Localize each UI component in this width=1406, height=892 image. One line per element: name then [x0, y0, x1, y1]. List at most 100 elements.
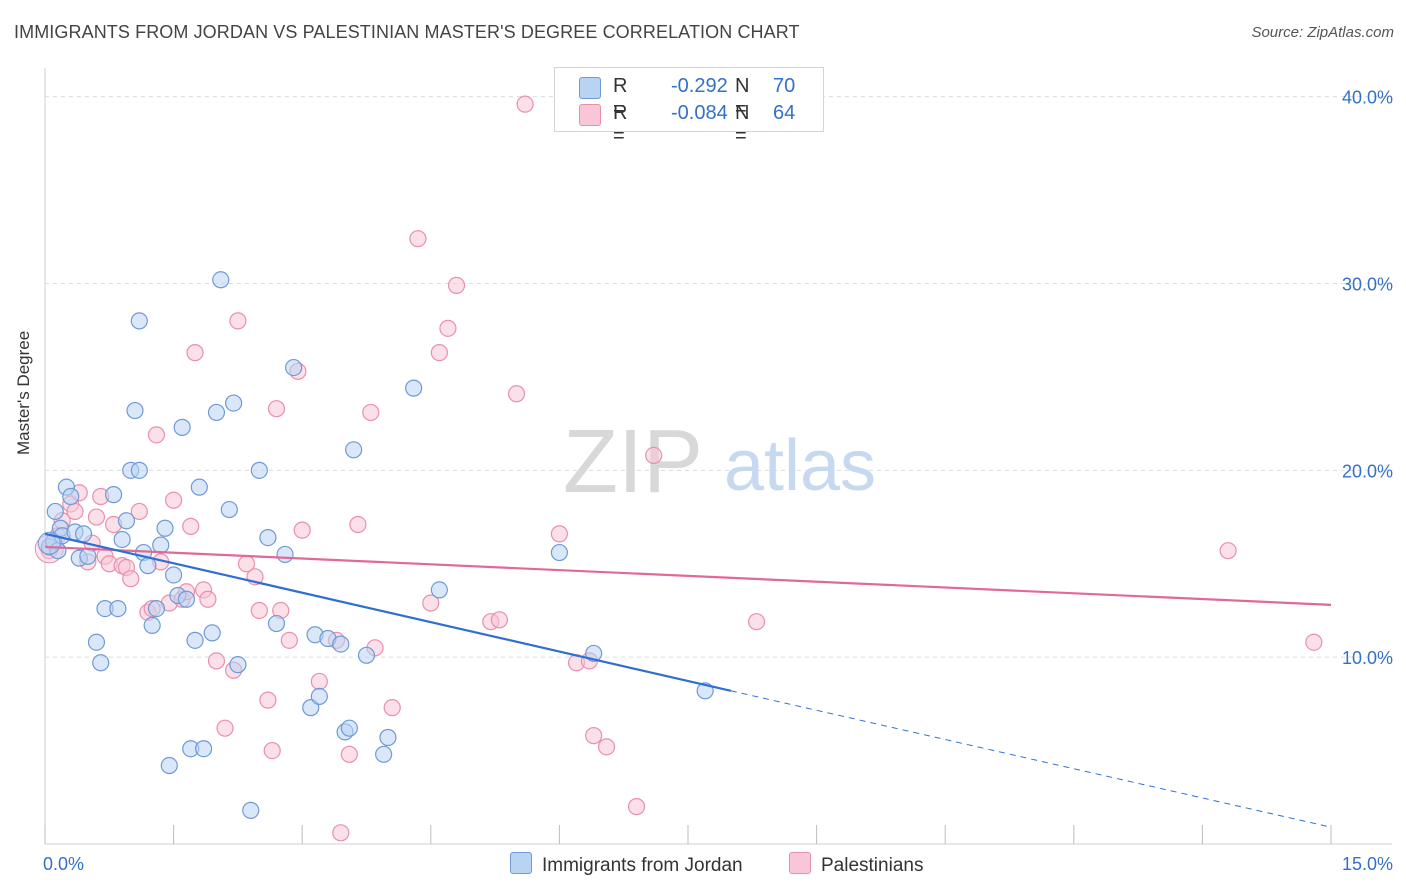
jordan-legend-label: Immigrants from Jordan — [542, 855, 743, 876]
jordan-point — [117, 512, 136, 530]
jordan-point — [203, 624, 221, 642]
jordan-point — [190, 478, 208, 496]
palestinians-point — [182, 517, 200, 535]
jordan-point — [375, 745, 393, 763]
jordan-point — [242, 801, 260, 819]
palestinians-point — [293, 521, 311, 539]
y-tick-label: 20.0% — [1342, 461, 1393, 481]
palestinians-legend-swatch — [789, 852, 811, 874]
jordan-point — [285, 358, 303, 377]
jordan-point — [87, 633, 106, 651]
x-tick-label: 15.0% — [1342, 854, 1393, 874]
palestinians-point — [186, 344, 204, 362]
legend-item-jordan: Immigrants from Jordan — [510, 852, 743, 877]
palestinians-point — [490, 611, 508, 629]
palestinians-point — [627, 798, 646, 816]
jordan-point — [177, 590, 196, 608]
jordan-point — [92, 654, 110, 672]
palestinians-point — [229, 312, 247, 330]
y-tick-label: 40.0% — [1342, 88, 1393, 108]
palestinians-point — [259, 691, 277, 709]
jordan-point — [147, 599, 166, 618]
palestinians-point — [597, 738, 616, 756]
palestinians-point — [447, 276, 466, 294]
palestinians-point — [165, 491, 183, 509]
palestinians-point — [332, 824, 350, 842]
jordan-point — [430, 581, 448, 599]
jordan-point — [143, 616, 161, 635]
n-value: 70 — [773, 75, 796, 97]
palestinians-point — [216, 719, 234, 737]
jordan-point — [379, 728, 397, 747]
palestinians-point — [645, 446, 663, 464]
source-label: Source: ZipAtlas.com — [1251, 24, 1394, 41]
palestinians-point — [207, 652, 226, 670]
palestinians-point — [280, 631, 298, 649]
palestinians-point — [439, 319, 457, 337]
palestinians-point — [199, 590, 217, 608]
jordan-point — [139, 557, 157, 575]
jordan-point — [332, 635, 350, 653]
jordan-point — [79, 547, 97, 565]
jordan-point — [152, 536, 170, 554]
n-label: N = — [735, 75, 750, 120]
palestinians-point — [585, 727, 603, 745]
x-tick-label: 0.0% — [43, 854, 84, 874]
palestinians-point — [147, 426, 166, 444]
jordan-points — [37, 271, 714, 819]
palestinians-legend-label: Palestinians — [821, 855, 924, 876]
watermark-atlas: atlas — [724, 426, 876, 506]
jordan-point — [37, 531, 61, 555]
palestinians-point — [250, 601, 268, 620]
jordan-point — [357, 646, 376, 664]
palestinians-point — [66, 502, 84, 521]
r-label: R = — [613, 75, 628, 120]
jordan-point — [186, 631, 204, 649]
tick-labels: 10.0% 20.0% 30.0% 40.0% 0.0% 15.0% — [43, 88, 1393, 874]
palestinians-point — [267, 400, 286, 418]
chart-title: IMMIGRANTS FROM JORDAN VS PALESTINIAN MA… — [14, 22, 800, 42]
jordan-point — [160, 756, 178, 775]
palestinians-point — [263, 741, 281, 760]
palestinians-point — [362, 403, 380, 422]
palestinians-swatch — [579, 104, 601, 126]
y-axis-label: Master's Degree — [14, 330, 33, 455]
jordan-point — [165, 566, 183, 584]
palestinians-point — [507, 385, 526, 403]
jordan-point — [229, 656, 247, 674]
jordan-point — [212, 271, 230, 289]
jordan-swatch — [579, 77, 601, 99]
jordan-legend-swatch — [510, 852, 532, 874]
jordan-point — [405, 379, 423, 397]
y-tick-label: 10.0% — [1342, 648, 1393, 668]
palestinians-point — [87, 508, 106, 526]
palestinians-point — [1219, 542, 1237, 560]
jordan-point — [310, 687, 328, 706]
jordan-point — [109, 599, 127, 618]
palestinians-point — [409, 230, 427, 248]
jordan-point — [173, 418, 191, 436]
palestinians-point — [122, 570, 140, 588]
n-label: N = — [735, 102, 750, 147]
jordan-point — [74, 525, 93, 543]
trend-lines — [44, 532, 1332, 828]
palestinians-point — [516, 95, 534, 113]
legend-item-palestinians: Palestinians — [789, 852, 923, 877]
jordan-point — [62, 487, 80, 506]
jordan-point — [259, 528, 277, 547]
r-label: R = — [613, 102, 628, 147]
palestinians-point — [747, 613, 766, 631]
r-value: -0.084 — [671, 102, 728, 124]
n-value: 64 — [773, 102, 796, 124]
jordan-point — [340, 719, 358, 737]
gridlines — [45, 96, 1392, 658]
jordan-point — [130, 461, 148, 479]
jordan-point — [104, 486, 123, 504]
jordan-point — [225, 394, 243, 412]
palestinians-trend-line — [44, 545, 1332, 606]
palestinians-point — [310, 672, 328, 691]
jordan-trend-extension — [730, 690, 1332, 828]
jordan-point — [156, 519, 174, 537]
palestinians-point — [130, 502, 148, 521]
